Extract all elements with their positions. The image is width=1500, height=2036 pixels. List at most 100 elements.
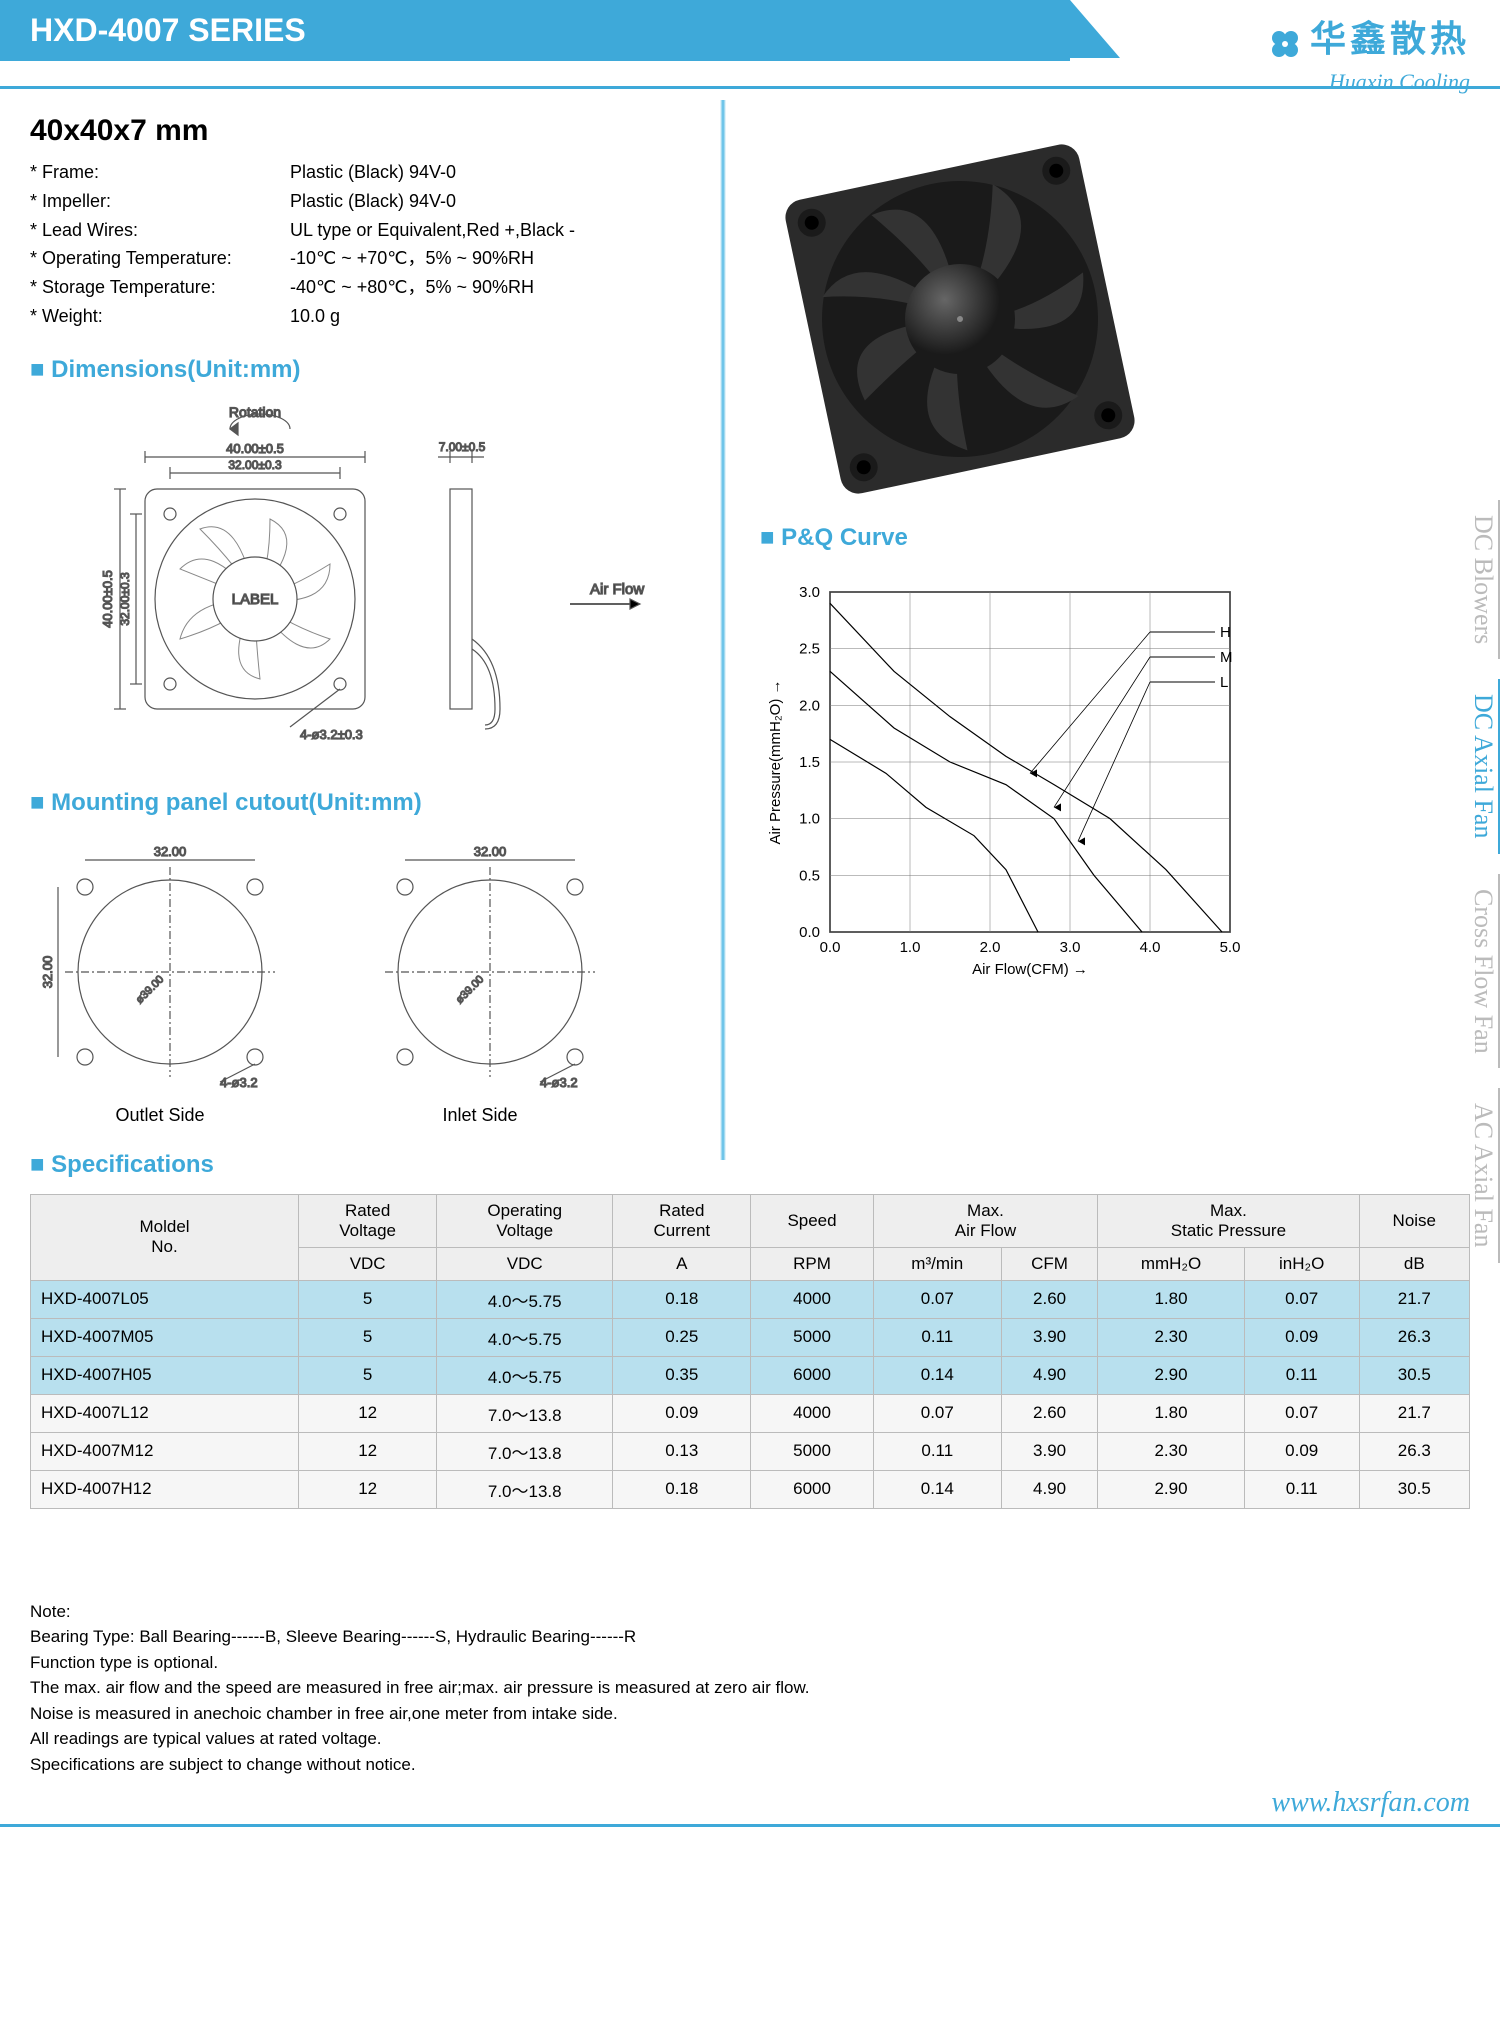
table-cell: 0.09 <box>1244 1318 1359 1356</box>
table-unit-header: CFM <box>1001 1247 1097 1280</box>
table-cell: 0.11 <box>1244 1470 1359 1508</box>
table-cell: 4.0～5.75 <box>437 1318 613 1356</box>
svg-text:Air Flow(CFM) →: Air Flow(CFM) → <box>972 961 1088 978</box>
table-header: Speed <box>751 1194 873 1247</box>
table-header: OperatingVoltage <box>437 1194 613 1247</box>
table-cell: 0.18 <box>613 1470 751 1508</box>
notes-block: Note: Bearing Type: Ball Bearing------B,… <box>30 1599 1470 1778</box>
table-header: Noise <box>1359 1194 1469 1247</box>
dimensions-title: 40x40x7 mm <box>30 114 710 148</box>
table-row: HXD-4007M0554.0～5.750.2550000.113.902.30… <box>31 1318 1470 1356</box>
note-line: Bearing Type: Ball Bearing------B, Sleev… <box>30 1624 1470 1650</box>
table-cell: 0.25 <box>613 1318 751 1356</box>
side-tab[interactable]: DC Blowers <box>1468 500 1500 659</box>
brand-cn: 华鑫散热 <box>1310 18 1470 59</box>
svg-text:0.5: 0.5 <box>799 867 820 884</box>
clover-icon <box>1265 24 1305 69</box>
table-unit-header: inH₂O <box>1244 1247 1359 1280</box>
table-cell: 12 <box>299 1394 437 1432</box>
table-cell: 4000 <box>751 1280 873 1318</box>
table-cell: 21.7 <box>1359 1280 1469 1318</box>
table-cell: 0.07 <box>1244 1394 1359 1432</box>
spec-value: 10.0 g <box>290 302 340 331</box>
table-cell: 0.09 <box>1244 1432 1359 1470</box>
table-cell: 5 <box>299 1318 437 1356</box>
table-cell: 6000 <box>751 1356 873 1394</box>
svg-text:LABEL: LABEL <box>232 591 279 608</box>
note-line: The max. air flow and the speed are meas… <box>30 1675 1470 1701</box>
table-unit-header: VDC <box>299 1247 437 1280</box>
inlet-label: Inlet Side <box>350 1105 610 1126</box>
side-tab[interactable]: Cross Flow Fan <box>1468 874 1500 1069</box>
table-cell: 3.90 <box>1001 1432 1097 1470</box>
product-spec-list: * Frame:Plastic (Black) 94V-0* Impeller:… <box>30 158 710 331</box>
brand-block: 华鑫散热 Huaxin Cooling <box>1265 10 1470 95</box>
svg-text:ø39.00: ø39.00 <box>134 973 167 1006</box>
spec-value: Plastic (Black) 94V-0 <box>290 187 456 216</box>
table-cell: 6000 <box>751 1470 873 1508</box>
spec-label: * Lead Wires: <box>30 216 290 245</box>
table-cell: 2.90 <box>1098 1470 1245 1508</box>
spec-table: MoldelNo.RatedVoltageOperatingVoltageRat… <box>30 1194 1470 1509</box>
svg-text:2.5: 2.5 <box>799 641 820 658</box>
svg-text:32.00: 32.00 <box>474 844 507 859</box>
svg-text:M: M <box>1220 649 1233 666</box>
table-cell: 0.11 <box>873 1432 1001 1470</box>
table-cell: 3.90 <box>1001 1318 1097 1356</box>
side-tab[interactable]: DC Axial Fan <box>1468 679 1500 853</box>
table-cell: 21.7 <box>1359 1394 1469 1432</box>
table-header: Max.Air Flow <box>873 1194 1098 1247</box>
section-dimensions: Dimensions(Unit:mm) <box>30 356 710 384</box>
table-header: MoldelNo. <box>31 1194 299 1280</box>
table-header: RatedCurrent <box>613 1194 751 1247</box>
table-cell: 12 <box>299 1432 437 1470</box>
pq-chart: 0.01.02.03.04.05.00.00.51.01.52.02.53.0H… <box>760 572 1470 1007</box>
svg-text:Rotation: Rotation <box>229 404 281 420</box>
svg-text:4-ø3.2: 4-ø3.2 <box>540 1075 578 1090</box>
svg-text:4.0: 4.0 <box>1140 939 1161 956</box>
notes-title: Note: <box>30 1599 1470 1625</box>
table-cell: 4.90 <box>1001 1356 1097 1394</box>
table-cell: 30.5 <box>1359 1356 1469 1394</box>
svg-text:H: H <box>1220 624 1231 641</box>
table-cell: 4.0～5.75 <box>437 1280 613 1318</box>
table-unit-header: RPM <box>751 1247 873 1280</box>
spec-value: Plastic (Black) 94V-0 <box>290 158 456 187</box>
table-cell: 5 <box>299 1280 437 1318</box>
svg-text:1.0: 1.0 <box>799 811 820 828</box>
cutout-drawings: 32.00 32.00 ø39.00 4-ø3.2 Outlet Side <box>30 832 710 1126</box>
table-cell: 5000 <box>751 1318 873 1356</box>
svg-text:ø39.00: ø39.00 <box>454 973 487 1006</box>
table-row: HXD-4007H0554.0～5.750.3560000.144.902.90… <box>31 1356 1470 1394</box>
spec-row: * Storage Temperature:-40℃ ~ +80℃，5% ~ 9… <box>30 273 710 302</box>
table-cell: 0.14 <box>873 1356 1001 1394</box>
svg-text:1.0: 1.0 <box>900 939 921 956</box>
table-header: Max.Static Pressure <box>1098 1194 1359 1247</box>
table-cell: 5 <box>299 1356 437 1394</box>
svg-text:32.00: 32.00 <box>154 844 187 859</box>
table-cell: 7.0～13.8 <box>437 1432 613 1470</box>
table-row: HXD-4007H12127.0～13.80.1860000.144.902.9… <box>31 1470 1470 1508</box>
table-row: HXD-4007M12127.0～13.80.1350000.113.902.3… <box>31 1432 1470 1470</box>
spec-label: * Operating Temperature: <box>30 244 290 273</box>
table-cell: 0.11 <box>873 1318 1001 1356</box>
spec-value: UL type or Equivalent,Red +,Black - <box>290 216 575 245</box>
table-cell: 12 <box>299 1470 437 1508</box>
table-cell: 30.5 <box>1359 1470 1469 1508</box>
svg-text:40.00±0.5: 40.00±0.5 <box>100 570 115 628</box>
table-cell: 4.90 <box>1001 1470 1097 1508</box>
table-cell: 4.0～5.75 <box>437 1356 613 1394</box>
side-tab[interactable]: AC Axial Fan <box>1468 1088 1500 1262</box>
section-cutout: Mounting panel cutout(Unit:mm) <box>30 789 710 817</box>
table-unit-header: mmH₂O <box>1098 1247 1245 1280</box>
table-cell: 26.3 <box>1359 1432 1469 1470</box>
table-cell: 2.30 <box>1098 1318 1245 1356</box>
spec-label: * Frame: <box>30 158 290 187</box>
table-cell: 0.14 <box>873 1470 1001 1508</box>
footer-url: www.hxsrfan.com <box>0 1787 1500 1827</box>
svg-text:32.00±0.3: 32.00±0.3 <box>228 458 282 472</box>
spec-label: * Weight: <box>30 302 290 331</box>
table-cell: 0.13 <box>613 1432 751 1470</box>
table-cell: 0.09 <box>613 1394 751 1432</box>
table-row: HXD-4007L12127.0～13.80.0940000.072.601.8… <box>31 1394 1470 1432</box>
